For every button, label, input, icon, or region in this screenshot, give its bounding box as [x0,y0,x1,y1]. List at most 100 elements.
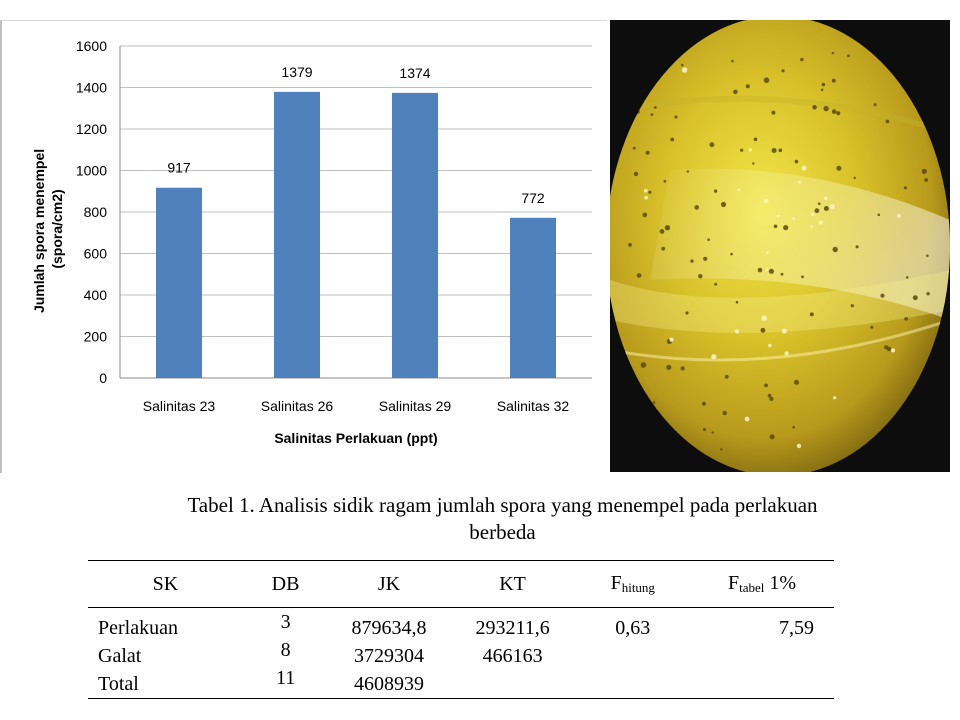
spore-dot [664,225,671,231]
spore-dot [773,224,778,229]
bar-chart: 0 200 400 600 800 1000 1200 1400 1600 917 1379 137… [31,38,592,446]
spore-dot [870,325,874,329]
spore-dot [769,434,775,440]
spore-dot [674,115,678,119]
spore-dot [720,448,723,451]
spore-dot [661,246,666,251]
spore-dot [768,343,772,348]
cell-db: 8 [280,638,291,661]
spore-dot [740,148,744,152]
spore-dot [831,78,836,83]
cell-db: 3 [280,610,291,633]
spore-dot [850,304,854,308]
spore-dot [694,205,699,210]
spore-dot [744,416,750,422]
header-f-tabel: Ftabel 1% [727,572,797,595]
y-tick-label: 800 [84,204,108,220]
anova-table: SK DB JK KT Fhitung Ftabel 1% Perlakuan … [88,560,834,699]
spore-dot [670,137,675,142]
spore-dot [734,329,740,334]
spore-dot [764,383,768,388]
spore-dot [817,202,821,205]
spore-dot [714,282,718,286]
spore-dot [713,189,718,193]
spore-dot [698,274,703,279]
spore-dot [745,84,750,89]
y-axis-title-line2: (spora/cm2) [49,189,65,268]
y-tick-label: 400 [84,287,108,303]
spore-dot [812,105,817,110]
cell-db: 11 [275,666,296,689]
spore-dot [855,245,859,249]
spore-dot [628,243,632,247]
spore-dot [733,89,738,95]
spore-dot [853,176,856,180]
spore-dot [792,217,796,221]
bar-value-label: 1379 [281,64,312,80]
microscope-field-image [610,20,950,472]
spore-dot [753,137,758,142]
spore-dot [796,443,802,449]
spore-dot [777,214,780,218]
spore-dot [636,273,642,278]
bar-value-label: 1374 [399,65,430,81]
spore-dot [818,220,823,225]
spore-dot [644,195,648,200]
table-caption-line1: Tabel 1. Analisis sidik ragam jumlah spo… [187,493,818,517]
spore-dot [757,267,763,273]
cell-jk: 4608939 [353,672,424,695]
spore-dot [680,366,685,371]
x-axis-ticks: Salinitas 23 Salinitas 26 Salinitas 29 Sali… [143,398,570,414]
spore-dot [823,206,829,211]
spore-dot [711,431,714,434]
bar-chart-panel: 0 200 400 600 800 1000 1200 1400 1600 917 1379 137… [0,20,607,473]
spore-dot [685,311,689,315]
spore-dot [632,146,636,150]
spore-dot [764,198,769,203]
table-caption-line2: berbeda [469,520,536,544]
bar-value-label: 917 [167,160,191,176]
spore-dot [769,396,774,401]
spore-dot [771,148,777,153]
spore-dot [644,188,648,193]
x-tick-label: Salinitas 32 [497,398,570,414]
spore-dot [831,109,837,114]
spore-dot [720,201,727,208]
spore-dot [904,317,908,321]
cell-f-tabel: 7,59 [779,616,814,639]
spore-dot [669,337,674,342]
y-axis-ticks: 0 200 400 600 800 1000 1200 1400 1600 [76,38,107,386]
spore-dot [690,259,694,263]
spore-dot [778,148,783,153]
spore-dot [912,295,918,301]
spore-dot [809,312,814,317]
spore-dot [761,315,767,321]
spore-dot [873,103,877,107]
spore-dot [820,88,824,92]
header-db: DB [271,572,300,595]
spore-dot [633,171,639,177]
cell-f-tabel [690,670,834,699]
spore-dot [794,159,799,164]
spore-dot [836,111,841,116]
spore-dot [832,246,838,253]
spore-dot [905,276,909,279]
table-row: Total 11 4608939 [88,666,834,699]
spore-dot [829,204,835,210]
spore-dot [703,256,708,261]
spore-dot [663,179,667,183]
spore-dot [897,213,901,218]
microscope-photo [610,20,950,472]
spore-dot [653,106,657,109]
spore-dot [707,238,710,241]
bar [509,217,557,378]
spore-dot [926,254,929,258]
x-axis-title: Salinitas Perlakuan (ppt) [274,430,437,446]
cell-f-hitung [576,642,690,670]
spore-dot [831,51,835,55]
spore-dot [722,410,727,416]
spore-dot [686,170,689,173]
spore-dot [877,213,881,217]
cell-sk: Galat [98,644,142,667]
y-tick-label: 1600 [76,38,107,54]
